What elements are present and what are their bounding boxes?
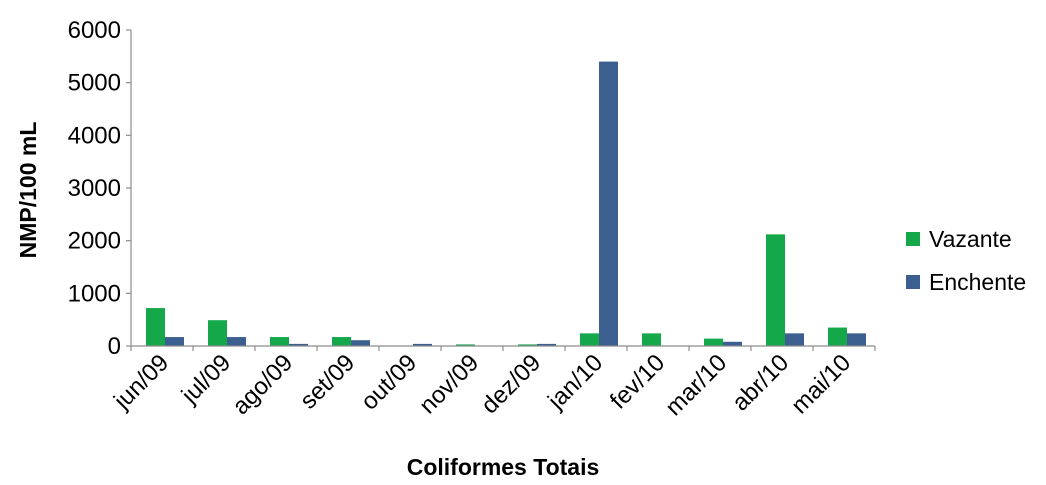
y-tick-label: 2000 (68, 228, 121, 255)
x-tick-label: nov/09 (414, 349, 484, 419)
bar-vazante-jan-10 (580, 333, 599, 346)
bar-vazante-mai-10 (828, 327, 847, 346)
bar-vazante-ago-09 (270, 337, 289, 346)
bars (146, 61, 866, 346)
x-tick-label: ago/09 (227, 349, 298, 420)
x-tick-label: jan/10 (542, 349, 608, 415)
bar-enchente-abr-10 (785, 333, 804, 346)
bar-enchente-dez-09 (537, 343, 556, 346)
x-tick-label: dez/09 (476, 349, 546, 419)
x-tick-label: mar/10 (660, 349, 732, 421)
bar-vazante-set-09 (332, 337, 351, 346)
bar-enchente-jul-09 (227, 337, 246, 346)
y-tick-label: 4000 (68, 122, 121, 149)
bar-vazante-dez-09 (518, 344, 537, 346)
y-axis-title: NMP/100 mL (15, 122, 41, 259)
x-tick-label: set/09 (295, 349, 360, 414)
x-tick-labels: jun/09 jul/09ago/09set/09out/09nov/09dez/… (108, 346, 876, 421)
y-tick-label: 5000 (68, 70, 121, 97)
bar-enchente-jan-10 (599, 61, 618, 346)
legend-swatch-enchente (906, 275, 920, 289)
bar-vazante-nov-09 (456, 344, 475, 346)
y-tick-label: 1000 (68, 280, 121, 307)
bar-enchente-set-09 (351, 340, 370, 346)
bar-vazante-jun-09 (146, 308, 165, 346)
y-tick-label: 6000 (68, 17, 121, 44)
bar-enchente-mar-10 (723, 341, 742, 346)
x-axis-title: Coliformes Totais (407, 454, 600, 480)
bar-enchente-mai-10 (847, 333, 866, 346)
bar-vazante-mar-10 (704, 338, 723, 346)
bar-vazante-fev-10 (642, 333, 661, 346)
bar-enchente-ago-09 (289, 343, 308, 346)
y-tick-labels: 0 1000 2000 3000 4000 5000 6000 (68, 17, 131, 360)
bar-vazante-abr-10 (766, 234, 785, 346)
legend: Vazante Enchente (906, 226, 1026, 295)
x-tick-label: fev/10 (605, 349, 670, 414)
x-tick-label: out/09 (356, 349, 422, 415)
legend-swatch-vazante (906, 232, 920, 246)
bar-enchente-jun-09 (165, 337, 184, 346)
legend-label-enchente: Enchente (929, 269, 1026, 295)
bar-vazante-jul-09 (208, 320, 227, 346)
x-tick-label: mai/10 (786, 349, 856, 419)
legend-label-vazante: Vazante (929, 226, 1012, 252)
bar-enchente-out-09 (413, 343, 432, 346)
y-tick-label: 3000 (68, 175, 121, 202)
x-tick-label: abr/10 (727, 349, 794, 416)
y-tick-label: 0 (108, 333, 121, 360)
